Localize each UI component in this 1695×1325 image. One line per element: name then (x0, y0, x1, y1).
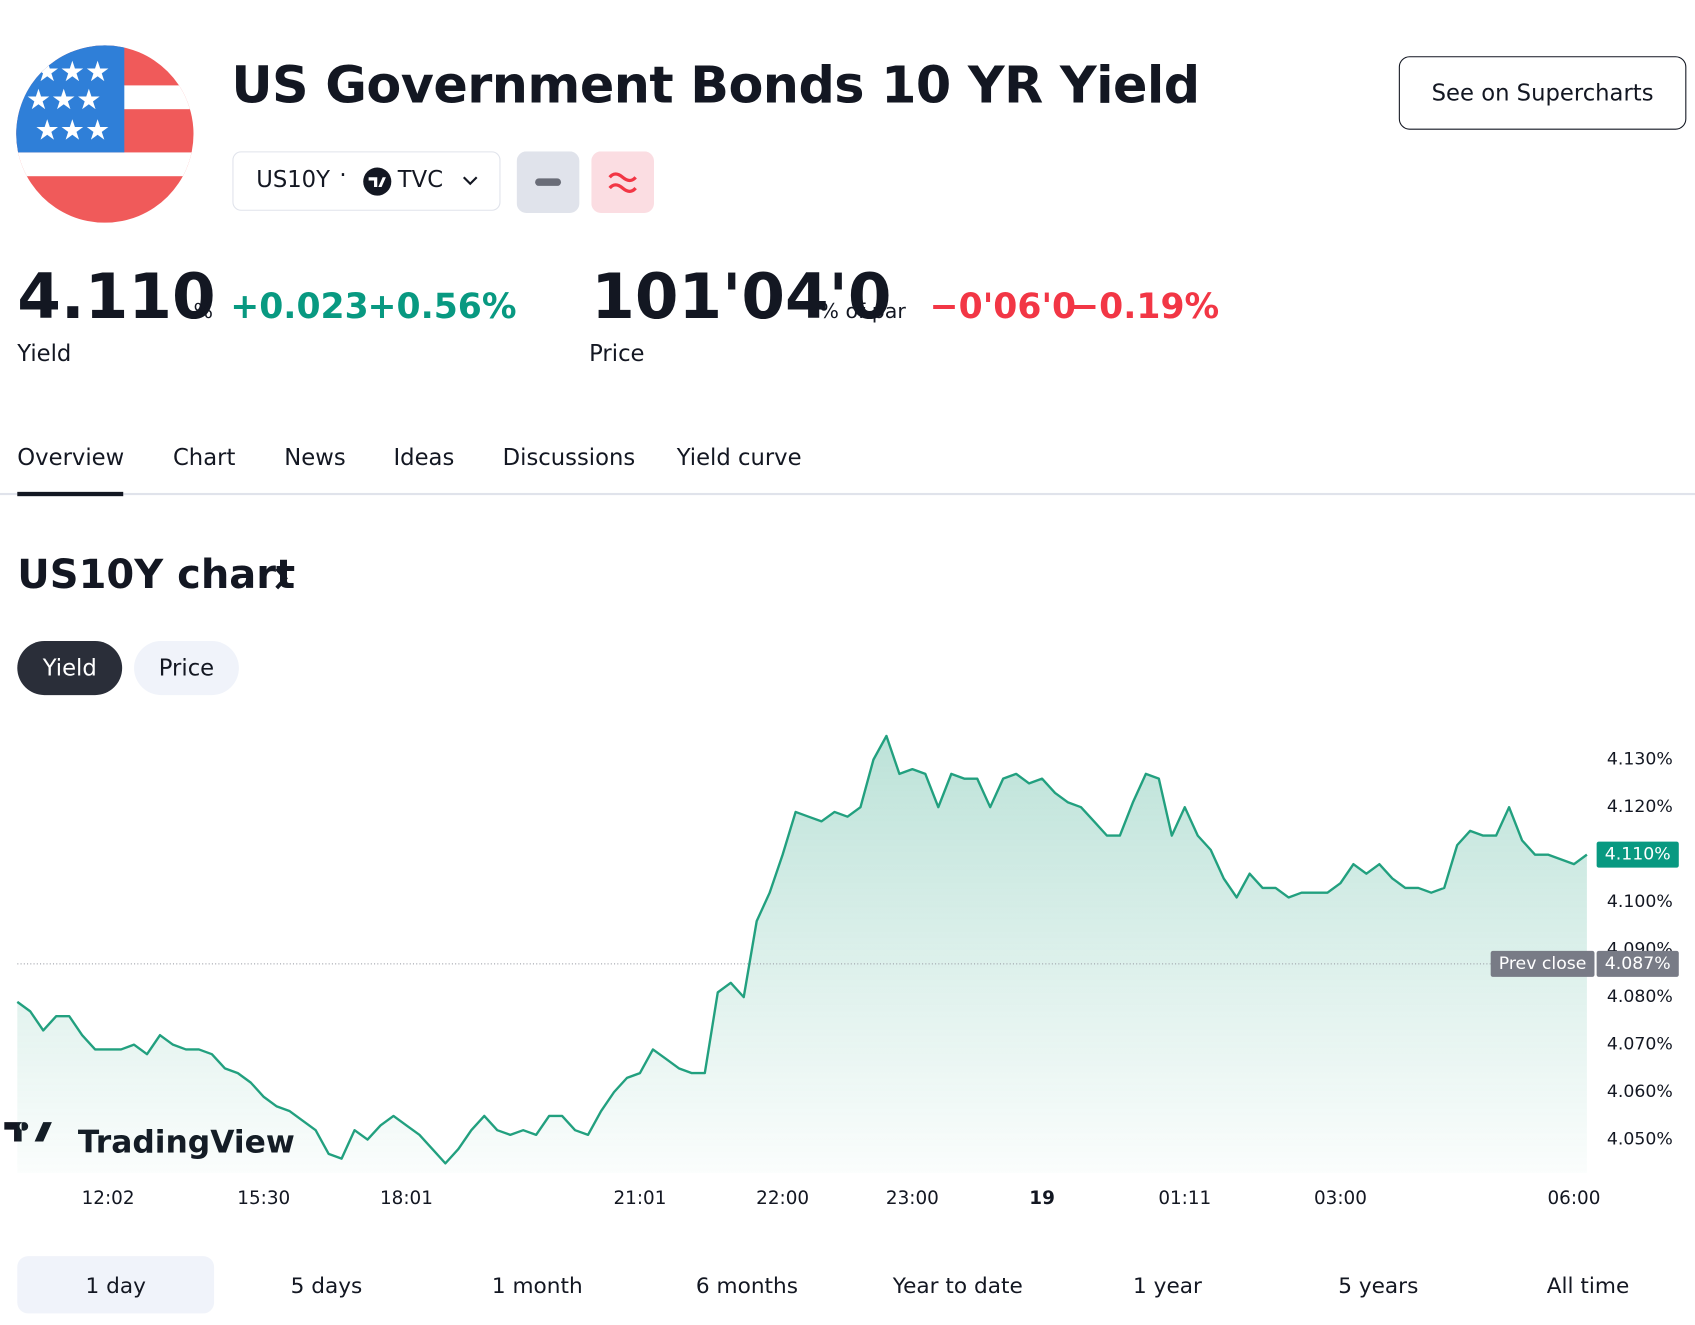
svg-text:★★★: ★★★ (26, 83, 102, 116)
tab[interactable]: News (284, 444, 346, 471)
status-pill (516, 151, 580, 213)
y-tick-label: 4.100% (1607, 892, 1673, 912)
symbol: US10Y (256, 166, 330, 193)
range-button[interactable]: 5 years (1338, 1271, 1419, 1298)
tab-underline (17, 491, 124, 497)
last-value-label: 4.110% (1605, 845, 1671, 865)
prev-close-value: 4.087% (1605, 954, 1671, 974)
range-button[interactable]: 1 month (491, 1271, 583, 1298)
x-tick-label: 19 (1029, 1188, 1055, 1209)
x-tick-label: 01:11 (1158, 1188, 1211, 1209)
yield-value: 4.110 (17, 259, 216, 333)
status-pill (591, 151, 655, 213)
x-tick-label: 12:02 (82, 1188, 135, 1209)
x-tick-label: 21:01 (613, 1188, 666, 1209)
price-change: −0'06'0 (929, 285, 1077, 327)
tab[interactable]: Chart (172, 444, 236, 471)
svg-text:★★★: ★★★ (35, 113, 111, 146)
x-tick-label: 22:00 (756, 1188, 809, 1209)
area-fill (17, 735, 1587, 1173)
range-button[interactable]: All time (1546, 1271, 1630, 1298)
yield-change-pct: +0.56% (367, 285, 517, 327)
supercharts-button[interactable]: See on Supercharts (1398, 56, 1687, 130)
tab[interactable]: Yield curve (676, 444, 802, 471)
prev-close-value-tag (1596, 950, 1679, 977)
tab[interactable]: Ideas (393, 444, 455, 471)
tab[interactable]: Overview (17, 444, 125, 471)
separator: · (339, 162, 347, 189)
line (16, 734, 1588, 1165)
section-title[interactable]: US10Y chart (17, 551, 296, 598)
y-tick-label: 4.130% (1607, 750, 1673, 770)
price-value: 101'04'0 (591, 259, 892, 333)
range-button[interactable]: 5 days (290, 1271, 363, 1298)
y-tick-label: 4.050% (1607, 1130, 1673, 1150)
yield-change: +0.023 (230, 285, 369, 327)
toggle-button[interactable]: Price (134, 641, 239, 696)
tab[interactable]: Discussions (502, 444, 636, 471)
yield-label: Yield (17, 340, 72, 367)
chevron-icon (462, 176, 478, 186)
x-tick-label: 18:01 (380, 1188, 433, 1209)
y-tick-label: 4.070% (1607, 1035, 1673, 1055)
price-label: Price (589, 340, 645, 367)
range-button[interactable]: Year to date (892, 1271, 1023, 1298)
flag-icon: ★★★★★★★★★ (16, 45, 194, 223)
range-button[interactable]: 6 months (695, 1271, 798, 1298)
prev-close-tag (1490, 950, 1595, 977)
last-value-tag (1596, 841, 1679, 868)
exchange: TVC (397, 166, 444, 193)
toggle-button[interactable]: Yield (17, 641, 123, 696)
range-button[interactable]: 1 day (17, 1256, 215, 1314)
symbol-selector[interactable] (232, 151, 501, 211)
page-title: US Government Bonds 10 YR Yield (231, 56, 1200, 116)
y-tick-label: 4.120% (1607, 797, 1673, 817)
x-tick-label: 15:30 (237, 1188, 290, 1209)
x-tick-label: 03:00 (1314, 1188, 1367, 1209)
y-tick-label: 4.060% (1607, 1082, 1673, 1102)
exchange-logo (363, 167, 392, 196)
chevron-icon (275, 567, 288, 590)
price-unit: % of par (819, 299, 906, 324)
chart: TradingView4.050%4.060%4.070%4.080%4.090… (4, 734, 1679, 1209)
x-tick-label: 23:00 (886, 1188, 939, 1209)
yield-unit: % (193, 299, 214, 324)
y-tick-label: 4.080% (1607, 987, 1673, 1007)
tab-border (0, 492, 1695, 496)
range-button[interactable]: 1 year (1133, 1271, 1202, 1298)
price-change-pct: −0.19% (1070, 285, 1220, 327)
prev-close-text: Prev close (1499, 954, 1587, 974)
x-tick-label: 06:00 (1547, 1188, 1600, 1209)
